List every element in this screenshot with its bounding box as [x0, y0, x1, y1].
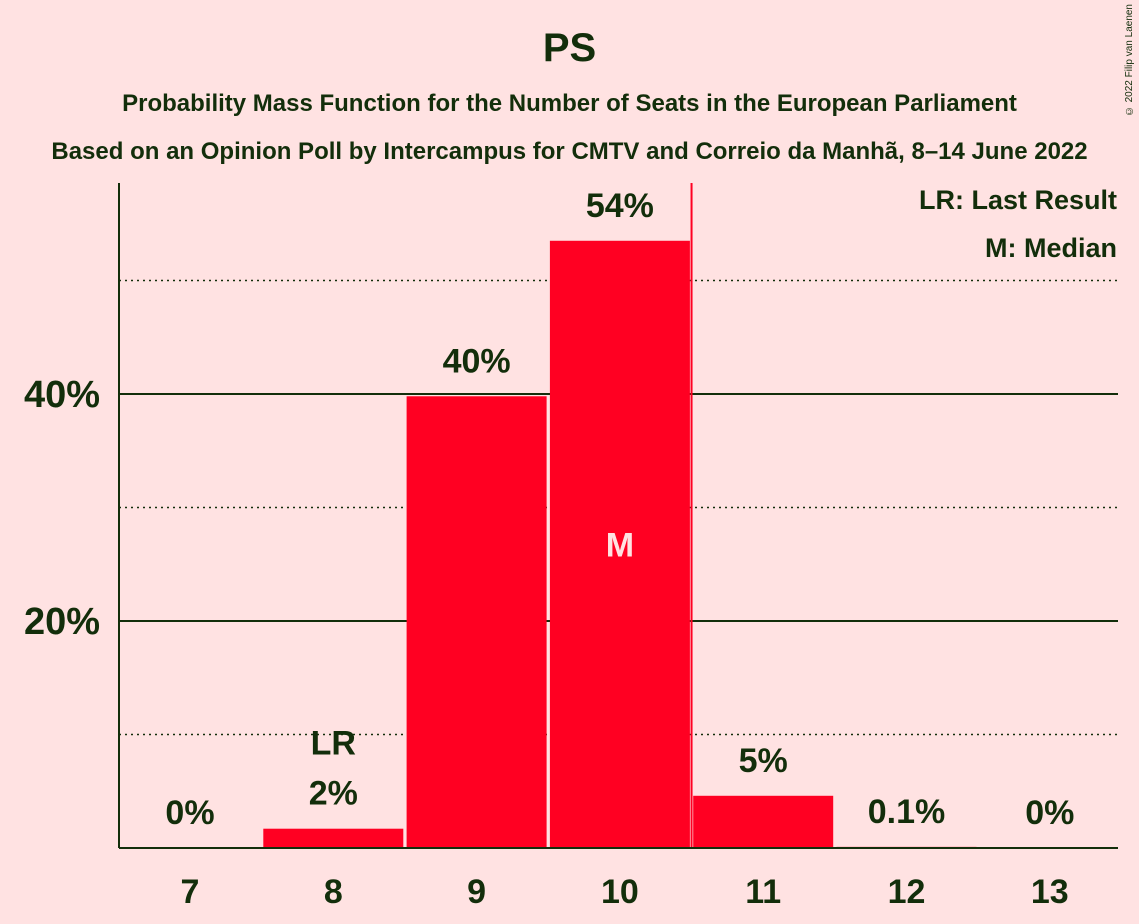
- x-tick-label: 12: [888, 873, 926, 911]
- y-tick-label: 40%: [24, 374, 100, 416]
- y-tick-label: 20%: [24, 601, 100, 643]
- data-label: 0%: [1025, 794, 1074, 832]
- legend-median: M: Median: [985, 233, 1117, 263]
- legend-last-result: LR: Last Result: [919, 185, 1117, 215]
- data-label: 54%: [586, 187, 654, 225]
- data-label: 2%: [309, 775, 358, 813]
- x-tick-label: 8: [324, 873, 343, 911]
- x-tick-label: 9: [467, 873, 486, 911]
- data-label: 5%: [739, 742, 788, 780]
- x-tick-label: 13: [1031, 873, 1069, 911]
- bar-seat-9: [406, 396, 547, 848]
- bar-seat-10: [549, 240, 690, 848]
- median-marker: M: [606, 526, 634, 564]
- data-label: 0%: [165, 794, 214, 832]
- bar-seat-8: [263, 828, 404, 848]
- x-tick-label: 11: [745, 873, 781, 911]
- bar-seat-11: [693, 795, 834, 848]
- x-tick-label: 10: [601, 873, 639, 911]
- data-label: 40%: [443, 342, 511, 380]
- x-tick-label: 7: [181, 873, 200, 911]
- data-label: 0.1%: [868, 793, 946, 831]
- last-result-marker: LR: [311, 725, 356, 763]
- chart-title: PS: [542, 26, 597, 70]
- chart-source-subtitle: Based on an Opinion Poll by Intercampus …: [51, 138, 1088, 165]
- chart-subtitle: Probability Mass Function for the Number…: [122, 90, 1017, 117]
